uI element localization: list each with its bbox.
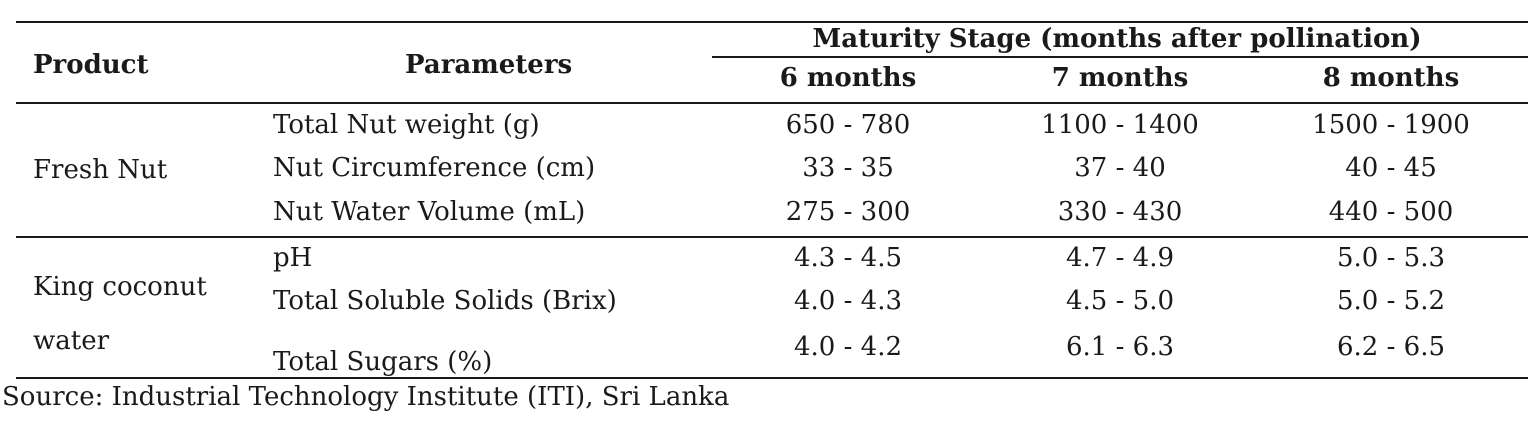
header-parameters: Parameters	[405, 50, 573, 80]
value-cell: 330 - 430	[1057, 197, 1183, 227]
value-cell: 1500 - 1900	[1312, 110, 1470, 140]
table-top-rule	[16, 21, 1528, 23]
header-stage-7-months: 7 months	[1051, 63, 1189, 93]
header-product: Product	[33, 50, 149, 80]
product-king-coconut-line2: water	[33, 326, 110, 356]
value-cell: 33 - 35	[802, 153, 894, 183]
group-header-rule	[712, 56, 1528, 58]
value-cell: 650 - 780	[785, 110, 911, 140]
value-cell: 37 - 40	[1074, 153, 1166, 183]
header-stage-8-months: 8 months	[1322, 63, 1460, 93]
source-note: Source: Industrial Technology Institute …	[2, 382, 730, 412]
value-cell: 275 - 300	[785, 197, 911, 227]
value-cell: 40 - 45	[1345, 153, 1437, 183]
table-bottom-rule	[16, 377, 1528, 379]
header-maturity-stage: Maturity Stage (months after pollination…	[812, 24, 1422, 54]
header-bottom-rule	[16, 102, 1528, 104]
value-cell: 4.7 - 4.9	[1065, 243, 1175, 273]
param-ph: pH	[273, 243, 313, 273]
product-king-coconut-line1: King coconut	[33, 272, 207, 302]
value-cell: 4.3 - 4.5	[793, 243, 903, 273]
value-cell: 5.0 - 5.2	[1336, 286, 1446, 316]
param-total-sugars: Total Sugars (%)	[273, 347, 493, 377]
value-cell: 5.0 - 5.3	[1336, 243, 1446, 273]
param-nut-circumference: Nut Circumference (cm)	[273, 153, 596, 183]
value-cell: 4.5 - 5.0	[1065, 286, 1175, 316]
param-total-nut-weight: Total Nut weight (g)	[273, 110, 540, 140]
value-cell: 6.2 - 6.5	[1336, 332, 1446, 362]
param-total-soluble-solids: Total Soluble Solids (Brix)	[273, 286, 617, 316]
value-cell: 6.1 - 6.3	[1065, 332, 1175, 362]
value-cell: 440 - 500	[1328, 197, 1454, 227]
group-divider-rule	[16, 236, 1528, 238]
product-fresh-nut: Fresh Nut	[33, 155, 168, 185]
value-cell: 4.0 - 4.2	[793, 332, 903, 362]
value-cell: 1100 - 1400	[1041, 110, 1199, 140]
value-cell: 4.0 - 4.3	[793, 286, 903, 316]
header-stage-6-months: 6 months	[779, 63, 917, 93]
param-nut-water-volume: Nut Water Volume (mL)	[273, 197, 586, 227]
